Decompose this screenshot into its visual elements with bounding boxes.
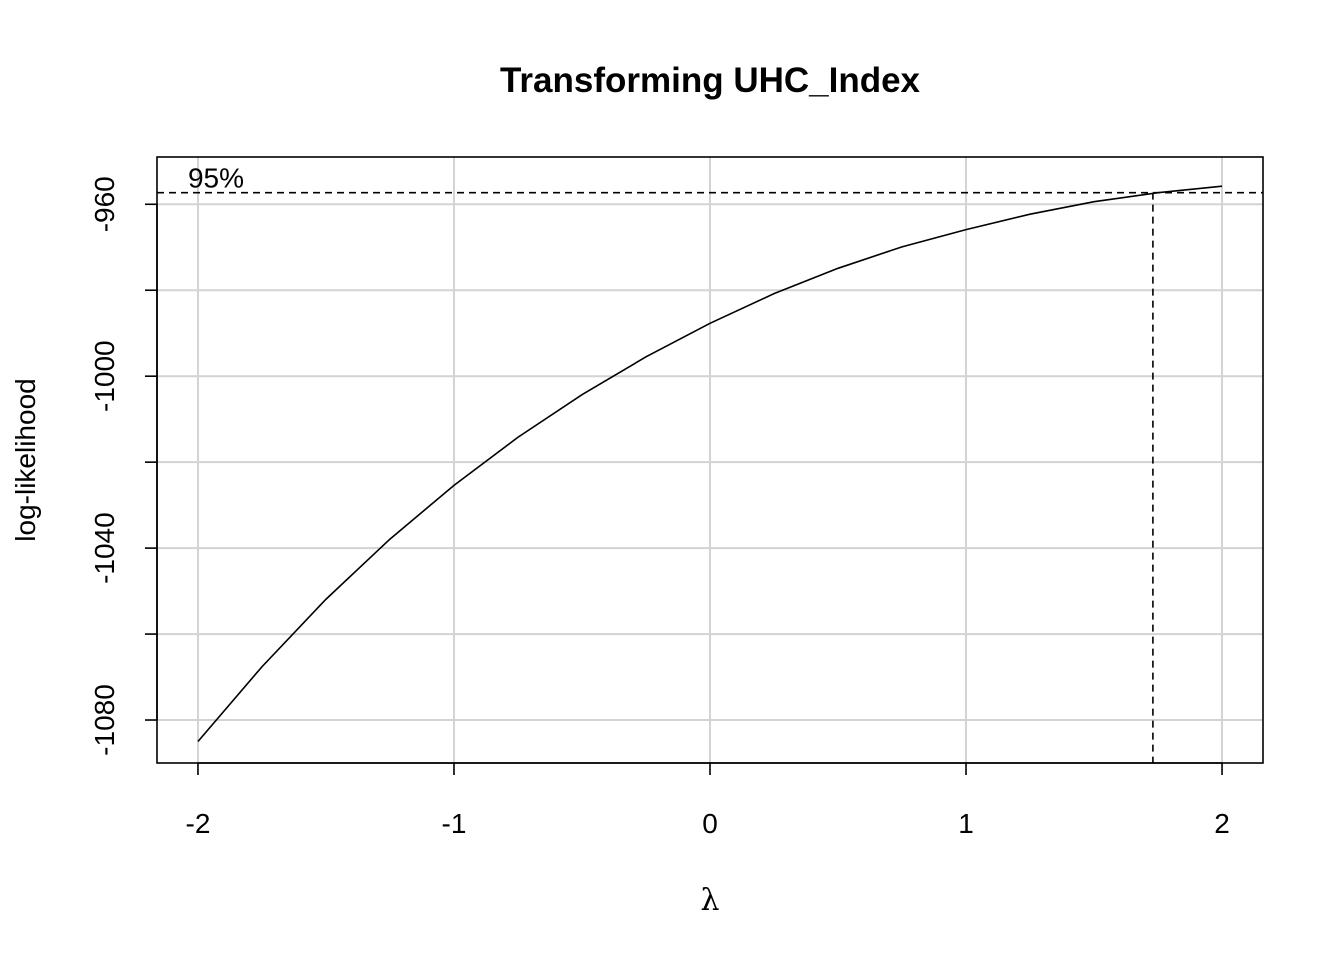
x-axis-label: λ <box>700 883 719 918</box>
ci-layer: 95% <box>157 163 1263 763</box>
y-tick-label: -960 <box>89 176 120 232</box>
x-tick-label: 1 <box>958 808 974 839</box>
y-axis: -960 -1000 -1040 -1080 <box>89 176 158 756</box>
loglik-curve <box>197 185 1223 743</box>
x-tick-label: -1 <box>442 808 467 839</box>
x-tick-label: -2 <box>186 808 211 839</box>
y-axis-label: log-likelihood <box>10 378 41 541</box>
x-tick-label: 0 <box>702 808 718 839</box>
x-axis: -2 -1 0 1 2 <box>186 762 1230 839</box>
chart-title: Transforming UHC_Index <box>500 61 921 100</box>
grid <box>157 157 1263 763</box>
y-tick-label: -1040 <box>89 512 120 584</box>
x-tick-label: 2 <box>1214 808 1230 839</box>
curve-layer <box>197 185 1223 743</box>
y-tick-label: -1000 <box>89 340 120 412</box>
ci-label: 95% <box>188 163 244 194</box>
y-tick-label: -1080 <box>89 684 120 756</box>
